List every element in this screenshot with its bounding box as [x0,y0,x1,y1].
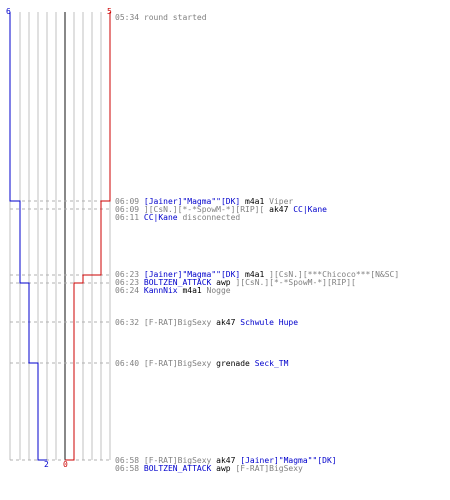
ct-player-name: [Jainer]"Magma""[DK] [143,197,241,206]
event-time: 06:32 [115,318,144,327]
event-time: 06:58 [115,456,144,465]
event-row: 06:58 [F-RAT]BigSexy ak47 [Jainer]"Magma… [115,457,337,465]
t-start-count: 5 [107,7,112,16]
event-text: awp [211,278,236,287]
ct-player-name: KannNix [143,286,178,295]
event-time: 06:09 [115,197,144,206]
event-text: ak47 [211,318,241,327]
ct-player-name: [Jainer]"Magma""[DK] [240,456,337,465]
event-time: 06:24 [115,286,144,295]
event-row: 06:24 KannNix m4a1 Nogge [115,287,231,295]
t-alive-line [65,12,111,461]
event-row: 06:09 [Jainer]"Magma""[DK] m4a1 Viper [115,198,293,206]
event-time: 06:23 [115,270,144,279]
event-row: 06:09 ][CsN.][*-*SpowM-*][RIP][ ak47 CC|… [115,206,327,214]
event-time: 06:23 [115,278,144,287]
t-player-name: ][CsN.][*-*SpowM-*][RIP][ [143,205,265,214]
ct-player-name: BOLTZEN_ATTACK [143,278,212,287]
ct-player-name: CC|Kane [293,205,327,214]
event-row: 06:58 BOLTZEN_ATTACK awp [F-RAT]BigSexy [115,465,303,473]
ct-player-name: BOLTZEN_ATTACK [143,464,212,473]
ct-alive-line [9,12,47,461]
event-text: m4a1 [177,286,207,295]
event-text: grenade [211,359,255,368]
event-text: awp [211,464,236,473]
event-time: 06:58 [115,464,144,473]
event-row: 05:34 round started [115,14,207,22]
ct-player-name: CC|Kane [143,213,178,222]
t-player-name: ][CsN.][***Chicoco***[N&SC] [269,270,400,279]
t-player-name: [F-RAT]BigSexy [143,318,212,327]
event-row: 06:23 [Jainer]"Magma""[DK] m4a1 ][CsN.][… [115,271,399,279]
lane-grid [9,12,111,460]
event-row: 06:11 CC|Kane disconnected [115,214,240,222]
ct-start-count: 6 [6,7,11,16]
event-text: ak47 [264,205,294,214]
event-time: 06:09 [115,205,144,214]
event-text: m4a1 [240,270,270,279]
event-text: round started [143,13,207,22]
t-player-name: Nogge [206,286,231,295]
ct-player-name: Seck_TM [254,359,289,368]
t-player-name: ][CsN.][*-*SpowM-*][RIP][ [235,278,356,287]
ct-player-name: [Jainer]"Magma""[DK] [143,270,241,279]
event-dashed-lines [10,200,112,461]
event-time: 06:40 [115,359,144,368]
event-text: ak47 [211,456,241,465]
event-row: 06:23 BOLTZEN_ATTACK awp ][CsN.][*-*Spow… [115,279,356,287]
event-time: 06:11 [115,213,144,222]
ct-end-count: 2 [44,460,49,469]
event-row: 06:40 [F-RAT]BigSexy grenade Seck_TM [115,360,288,368]
t-player-name: [F-RAT]BigSexy [143,359,212,368]
t-end-count: 0 [63,460,68,469]
t-player-name: Viper [269,197,294,206]
event-time: 05:34 [115,13,144,22]
t-player-name: [F-RAT]BigSexy [143,456,212,465]
t-player-name: [F-RAT]BigSexy [235,464,303,473]
ct-player-name: Schwule Hupe [240,318,299,327]
event-text: m4a1 [240,197,270,206]
event-text: disconnected [177,213,241,222]
event-row: 06:32 [F-RAT]BigSexy ak47 Schwule Hupe [115,319,298,327]
